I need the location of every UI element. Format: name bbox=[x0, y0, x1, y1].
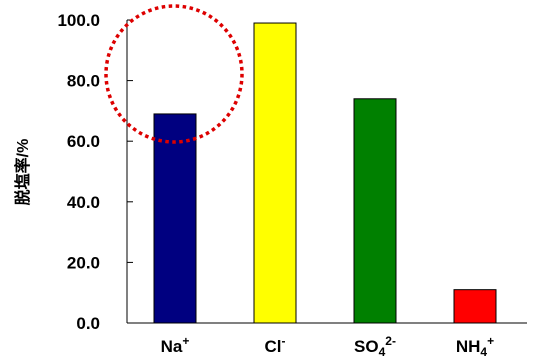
bar-1 bbox=[153, 113, 197, 324]
y-tick-label: 20.0 bbox=[67, 253, 100, 272]
category-subscript: 4 bbox=[379, 345, 386, 359]
y-axis-label: 脱塩率/% bbox=[13, 139, 32, 206]
category-label: NH4+ bbox=[456, 334, 494, 359]
category-base: Na bbox=[161, 337, 183, 356]
category-superscript: 2- bbox=[385, 334, 396, 348]
x-categories: Na+ Cl- SO42- NH4+ bbox=[161, 334, 495, 359]
y-tick-label: 40.0 bbox=[67, 193, 100, 212]
y-tick-label: 60.0 bbox=[67, 132, 100, 151]
y-ticks: 0.0 20.0 40.0 60.0 80.0 100.0 bbox=[57, 11, 133, 333]
category-label: Cl- bbox=[265, 334, 286, 356]
y-axis-title: 脱塩率/% bbox=[13, 139, 32, 206]
y-tick-label: 0.0 bbox=[76, 314, 100, 333]
category-superscript: - bbox=[282, 334, 286, 348]
y-tick-label: 80.0 bbox=[67, 72, 100, 91]
category-superscript: + bbox=[487, 334, 494, 348]
y-tick-label: 100.0 bbox=[57, 11, 100, 30]
bar-3 bbox=[353, 98, 397, 324]
highlight-circle bbox=[104, 4, 244, 144]
category-base: SO bbox=[354, 337, 379, 356]
bar-4 bbox=[453, 289, 497, 324]
category-subscript: 4 bbox=[480, 345, 487, 359]
category-base: NH bbox=[456, 337, 481, 356]
bar-2 bbox=[253, 22, 297, 324]
category-label: SO42- bbox=[354, 334, 396, 359]
dotted-highlight-ellipse bbox=[104, 4, 244, 144]
bars bbox=[153, 22, 497, 324]
category-base: Cl bbox=[265, 337, 282, 356]
category-label: Na+ bbox=[161, 334, 190, 356]
category-superscript: + bbox=[182, 334, 189, 348]
